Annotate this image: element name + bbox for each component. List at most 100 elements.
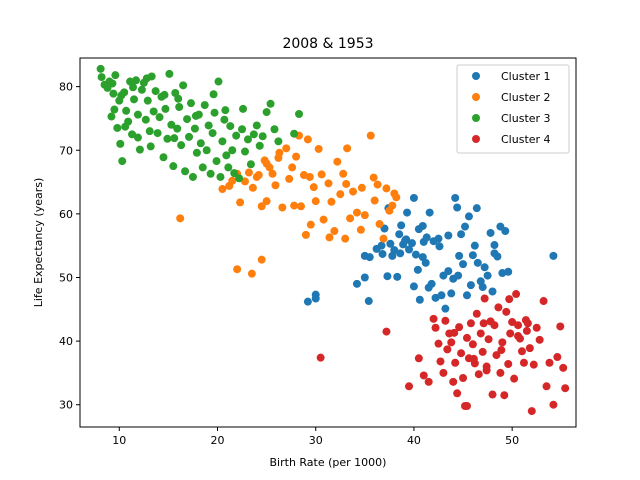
- data-point-cluster-3: [107, 112, 116, 121]
- data-point-cluster-1: [409, 282, 418, 291]
- data-point-cluster-1: [453, 203, 462, 212]
- data-point-cluster-2: [236, 198, 245, 207]
- data-point-cluster-1: [365, 253, 374, 262]
- data-point-cluster-3: [192, 148, 201, 157]
- data-point-cluster-3: [202, 146, 211, 155]
- data-point-cluster-1: [455, 251, 464, 260]
- data-point-cluster-3: [185, 132, 194, 141]
- data-point-cluster-2: [257, 255, 266, 264]
- data-point-cluster-4: [439, 368, 448, 377]
- data-point-cluster-3: [214, 77, 223, 86]
- data-point-cluster-3: [173, 124, 182, 133]
- data-point-cluster-3: [130, 95, 139, 104]
- data-point-cluster-2: [257, 202, 266, 211]
- data-point-cluster-4: [539, 297, 548, 306]
- data-point-cluster-1: [397, 221, 406, 230]
- data-point-cluster-2: [317, 170, 326, 179]
- data-point-cluster-2: [375, 220, 384, 229]
- data-point-cluster-1: [483, 271, 492, 280]
- data-point-cluster-3: [145, 127, 154, 136]
- data-point-cluster-3: [122, 106, 131, 115]
- data-point-cluster-4: [545, 358, 554, 367]
- data-point-cluster-3: [190, 124, 199, 133]
- data-point-cluster-1: [421, 258, 430, 267]
- data-point-cluster-2: [342, 179, 351, 188]
- data-point-cluster-1: [435, 242, 444, 251]
- data-point-cluster-4: [542, 382, 551, 391]
- data-point-cluster-4: [496, 368, 505, 377]
- data-point-cluster-2: [382, 184, 391, 193]
- data-point-cluster-2: [314, 144, 323, 153]
- data-point-cluster-2: [325, 233, 334, 242]
- data-point-cluster-2: [268, 169, 277, 178]
- data-point-cluster-3: [186, 99, 195, 108]
- data-point-cluster-2: [349, 187, 358, 196]
- data-point-cluster-3: [163, 134, 172, 143]
- data-point-cluster-3: [206, 169, 215, 178]
- data-point-cluster-3: [224, 163, 233, 172]
- data-point-cluster-4: [514, 332, 523, 341]
- data-point-cluster-3: [228, 146, 237, 155]
- data-point-cluster-4: [506, 329, 515, 338]
- data-point-cluster-4: [482, 362, 491, 371]
- data-point-cluster-2: [247, 269, 256, 278]
- data-point-cluster-3: [204, 121, 213, 130]
- data-point-cluster-3: [295, 109, 304, 118]
- data-point-cluster-4: [490, 321, 499, 330]
- data-point-cluster-2: [388, 201, 397, 210]
- data-point-cluster-2: [292, 152, 301, 161]
- data-point-cluster-3: [109, 89, 118, 98]
- data-point-cluster-2: [244, 168, 253, 177]
- y-tick-label: 30: [59, 399, 73, 412]
- data-point-cluster-4: [529, 360, 538, 369]
- data-point-cluster-4: [450, 328, 459, 337]
- data-point-cluster-1: [447, 289, 456, 298]
- data-point-cluster-4: [492, 351, 501, 360]
- data-point-cluster-4: [316, 353, 325, 362]
- data-point-cluster-4: [514, 321, 523, 330]
- data-point-cluster-3: [181, 167, 190, 176]
- x-tick-label: 50: [505, 434, 519, 447]
- data-point-cluster-2: [282, 144, 291, 153]
- data-point-cluster-1: [462, 291, 471, 300]
- legend-label-cluster-2: Cluster 2: [501, 91, 551, 104]
- data-point-cluster-2: [369, 173, 378, 182]
- x-tick-label: 10: [112, 434, 126, 447]
- data-point-cluster-2: [356, 225, 365, 234]
- data-point-cluster-3: [129, 83, 138, 92]
- data-point-cluster-4: [494, 303, 503, 312]
- x-tick-label: 20: [211, 434, 225, 447]
- data-point-cluster-3: [274, 137, 283, 146]
- data-point-cluster-1: [415, 295, 424, 304]
- y-tick-label: 80: [59, 81, 73, 94]
- data-point-cluster-1: [393, 272, 402, 281]
- data-point-cluster-2: [333, 157, 342, 166]
- points-layer: [96, 64, 570, 416]
- data-point-cluster-3: [270, 125, 279, 134]
- data-point-cluster-2: [285, 174, 294, 183]
- data-point-cluster-2: [370, 196, 379, 205]
- data-point-cluster-1: [472, 204, 481, 213]
- data-point-cluster-4: [488, 390, 497, 399]
- data-point-cluster-1: [422, 233, 431, 242]
- plot-frame: [79, 57, 577, 428]
- data-point-cluster-4: [476, 329, 485, 338]
- data-point-cluster-3: [235, 174, 244, 183]
- data-point-cluster-1: [454, 271, 463, 280]
- data-point-cluster-2: [343, 144, 352, 153]
- data-point-cluster-3: [137, 85, 146, 94]
- data-point-cluster-4: [556, 322, 565, 331]
- data-point-cluster-4: [484, 335, 493, 344]
- data-point-cluster-2: [341, 234, 350, 243]
- data-point-cluster-2: [241, 177, 250, 186]
- y-tick-label: 60: [59, 208, 73, 221]
- data-point-cluster-3: [177, 141, 186, 150]
- data-point-cluster-4: [532, 323, 541, 332]
- data-point-cluster-2: [306, 220, 315, 229]
- data-point-cluster-3: [262, 108, 271, 117]
- data-point-cluster-2: [392, 193, 401, 202]
- data-point-cluster-1: [311, 294, 320, 303]
- data-point-cluster-3: [159, 153, 168, 162]
- data-point-cluster-3: [160, 90, 169, 99]
- data-point-cluster-4: [382, 327, 391, 336]
